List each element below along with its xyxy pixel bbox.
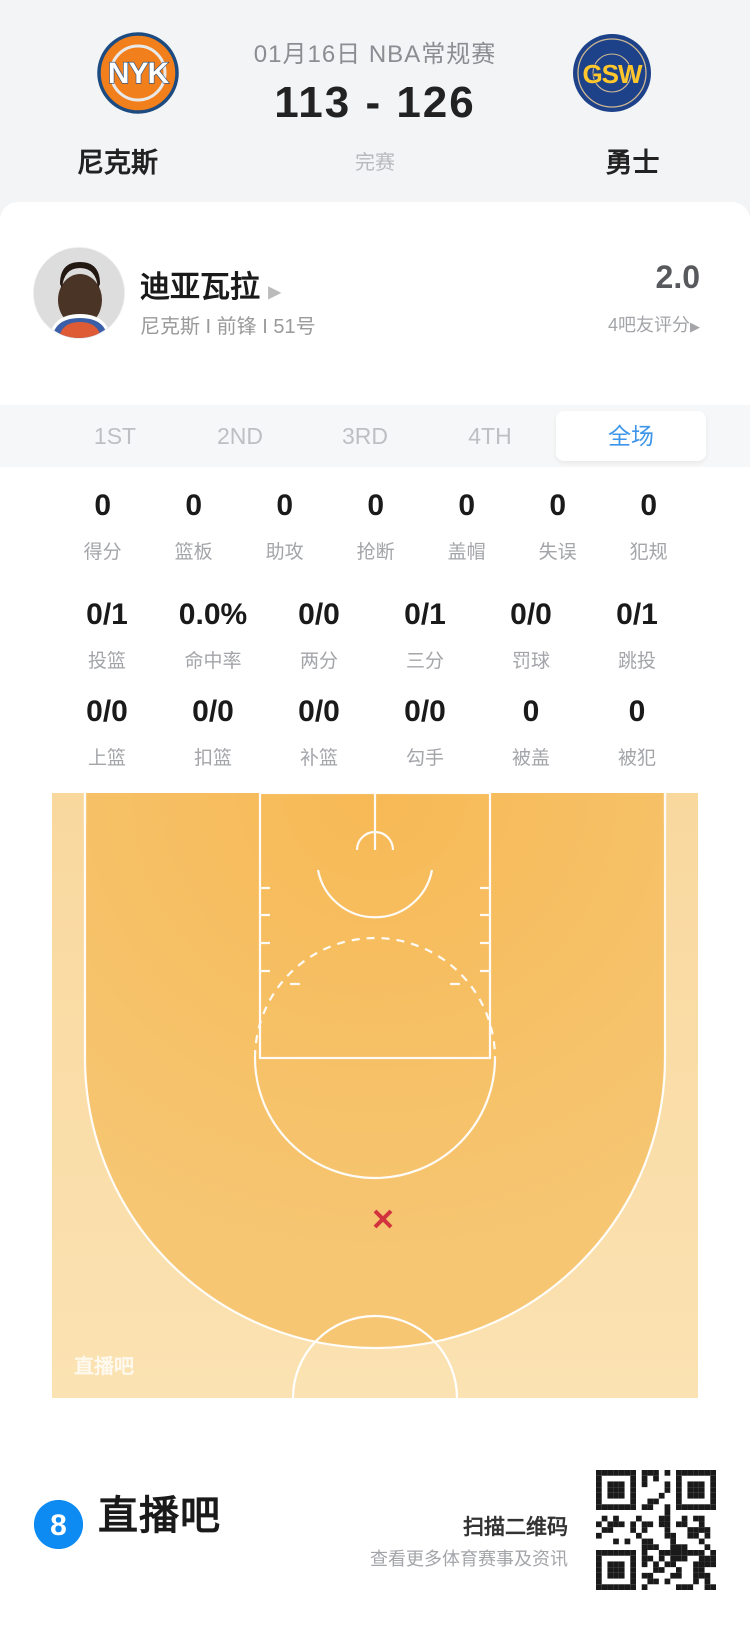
svg-text:8: 8 — [50, 1509, 67, 1542]
svg-text:直播吧: 直播吧 — [74, 1354, 134, 1378]
